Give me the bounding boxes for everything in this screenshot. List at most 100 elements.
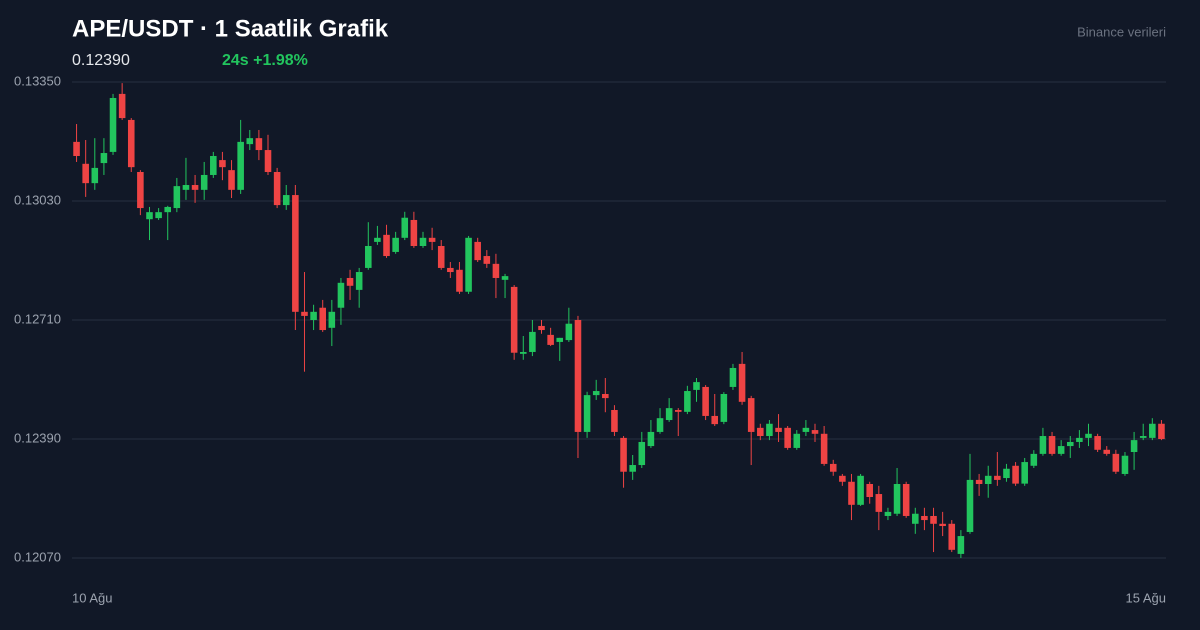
- candle-body: [91, 167, 99, 184]
- candle-body: [1121, 455, 1129, 474]
- candle-body: [1094, 436, 1101, 450]
- candle-body: [930, 515, 937, 524]
- candle-body: [1085, 433, 1092, 438]
- candle-body: [127, 119, 135, 168]
- candle-body: [975, 479, 983, 484]
- candle-body: [994, 475, 1001, 480]
- candle-body: [510, 286, 518, 353]
- candle-body: [410, 219, 418, 246]
- chart-title: APE/USDT · 1 Saatlik Grafik: [72, 15, 389, 42]
- candle-body: [1076, 437, 1083, 442]
- candle-body: [729, 367, 737, 387]
- candle-body: [811, 430, 819, 434]
- candle-body: [966, 479, 974, 532]
- candle-body: [948, 523, 956, 550]
- candle-body: [255, 138, 263, 151]
- candle-body: [383, 234, 390, 257]
- candle-body: [1066, 441, 1074, 447]
- candle-body: [793, 433, 801, 448]
- candle-body: [374, 237, 381, 242]
- candle-body: [310, 311, 317, 320]
- candle-body: [1048, 436, 1056, 454]
- candle-body: [674, 409, 682, 412]
- candle-body: [638, 441, 646, 466]
- candle-body: [766, 423, 773, 437]
- candle-body: [1003, 468, 1010, 479]
- x-tick-label: 10 Ağu: [72, 590, 113, 605]
- candle-body: [784, 427, 791, 448]
- candle-body: [118, 93, 126, 119]
- candle-body: [829, 463, 837, 472]
- y-tick-label: 0.12390: [14, 430, 61, 445]
- candle-body: [501, 276, 509, 280]
- candle-body: [456, 269, 463, 292]
- candle-body: [738, 363, 746, 402]
- candle-body: [210, 156, 217, 175]
- candle-body: [264, 150, 272, 172]
- candle-body: [912, 513, 919, 524]
- candle-body: [237, 141, 244, 190]
- y-tick-label: 0.13350: [14, 73, 61, 88]
- candle-body: [191, 185, 199, 190]
- candle-body: [337, 282, 345, 308]
- candle-body: [428, 237, 436, 242]
- candle-body: [647, 431, 655, 447]
- candle-body: [328, 311, 336, 328]
- candle-body: [538, 325, 545, 331]
- change: 24s +1.98%: [222, 52, 308, 69]
- candle-body: [246, 138, 254, 145]
- candle-body: [1012, 465, 1019, 484]
- candle-body: [893, 483, 901, 514]
- candle-body: [401, 217, 409, 238]
- candle-body: [957, 536, 965, 554]
- candle-body: [419, 237, 427, 246]
- candle-body: [984, 475, 992, 484]
- candle-body: [73, 141, 80, 157]
- candle-body: [182, 185, 190, 190]
- candle-body: [1158, 423, 1165, 439]
- candle-body: [839, 475, 846, 482]
- candle-body: [219, 160, 226, 168]
- candle-body: [1130, 440, 1138, 453]
- candle-body: [100, 153, 108, 164]
- candle-body: [820, 433, 828, 464]
- candle-body: [1039, 436, 1047, 454]
- candle-body: [155, 212, 162, 219]
- candle-body: [693, 382, 700, 390]
- candle-body: [529, 331, 536, 352]
- candle-body: [665, 408, 673, 421]
- candle-body: [301, 311, 308, 316]
- candle-body: [392, 237, 399, 252]
- candle-body: [173, 186, 181, 209]
- candle-body: [273, 171, 281, 206]
- candle-body: [866, 483, 873, 498]
- candle-body: [848, 481, 855, 505]
- candle-body: [875, 494, 883, 512]
- candle-body: [556, 337, 564, 342]
- price: 0.12390: [72, 52, 130, 69]
- candle-body: [857, 475, 864, 505]
- candle-body: [747, 398, 755, 432]
- candle-body: [602, 394, 609, 399]
- candle-body: [465, 237, 472, 292]
- candle-body: [483, 256, 491, 264]
- candle-body: [474, 241, 481, 261]
- y-tick-label: 0.13030: [14, 192, 61, 207]
- candle-body: [1021, 462, 1028, 484]
- candle-body: [592, 391, 600, 396]
- candle-body: [939, 523, 946, 527]
- candle-body: [137, 171, 144, 209]
- candle-body: [1149, 423, 1156, 438]
- candle-body: [1139, 436, 1147, 438]
- candle-body: [319, 307, 326, 331]
- candle-body: [583, 395, 591, 432]
- candle-body: [1103, 449, 1111, 454]
- candle-body: [720, 394, 728, 422]
- candle-body: [82, 163, 89, 184]
- candle-body: [902, 483, 910, 516]
- x-tick-label: 15 Ağu: [1126, 590, 1167, 605]
- candle-body: [565, 323, 573, 341]
- candle-body: [711, 415, 719, 425]
- candle-body: [629, 465, 636, 472]
